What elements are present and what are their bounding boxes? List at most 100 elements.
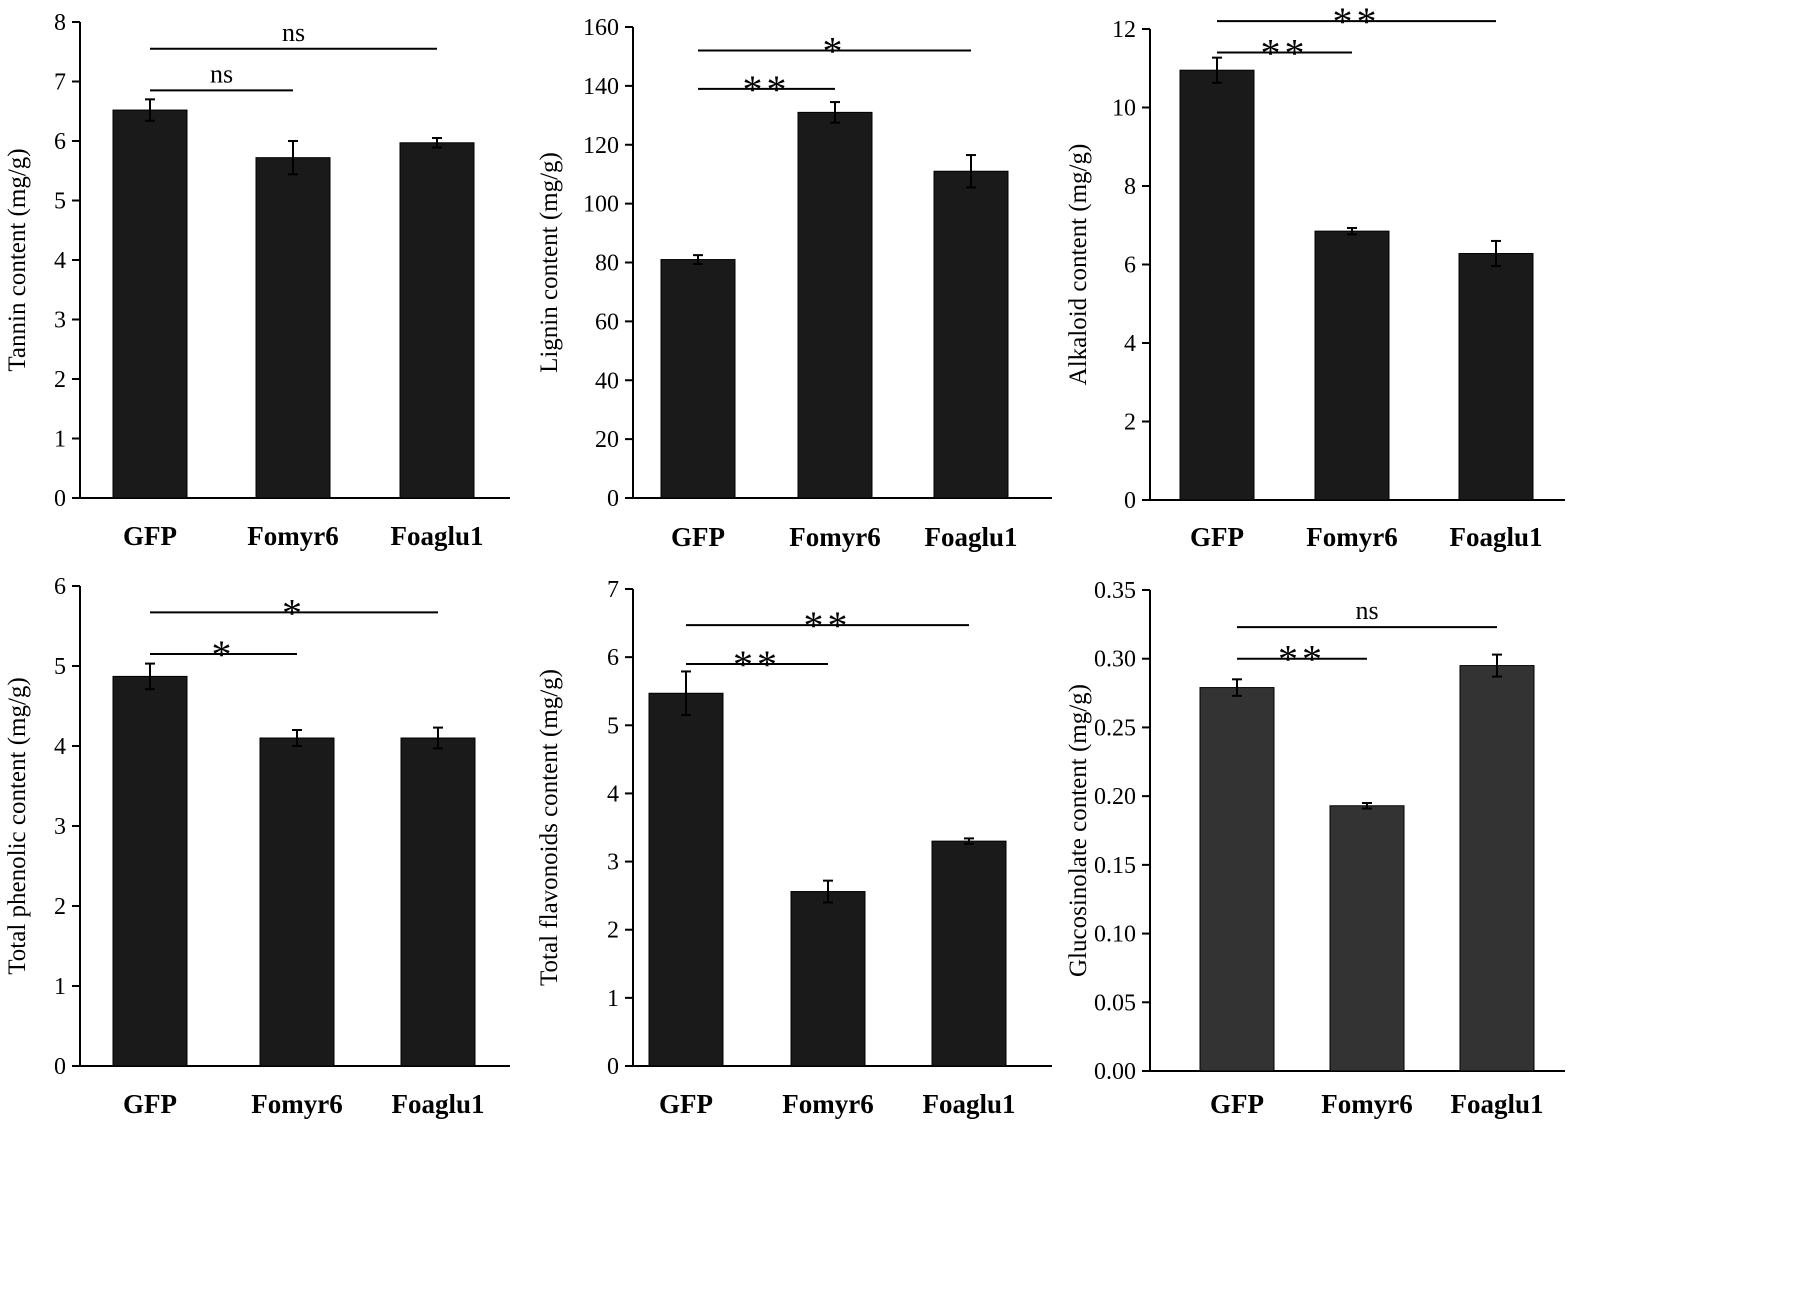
significance-label: ns [1355, 596, 1378, 625]
bar-gfp [1179, 69, 1255, 501]
category-label: Fomyr6 [782, 1089, 873, 1119]
y-tick-label: 7 [54, 70, 66, 96]
category-label: Fomyr6 [1321, 1089, 1412, 1119]
bar-gfp [1199, 687, 1275, 1072]
bar-foaglu1 [1458, 253, 1534, 501]
y-tick-label: 2 [1124, 410, 1136, 436]
y-tick-label: 6 [54, 129, 66, 155]
chart-panel-3: 0 2 4 6 8 10 12 Alkaloid content (mg/g) GFP Fomyr… [1065, 0, 1565, 552]
chart-panel-2: 0 20 40 60 80 100 120 140 160 Lignin content (mg/… [536, 15, 1052, 552]
y-axis-title: Total phenolic content (mg/g) [4, 677, 31, 974]
chart-panel-5: 0 1 2 3 4 5 6 7 Total flavonoids content (mg/g) G… [536, 577, 1052, 1119]
bar-foaglu1 [400, 737, 476, 1067]
y-axis-title: Total flavonoids content (mg/g) [536, 669, 563, 986]
y-tick-label: 6 [607, 645, 619, 671]
y-tick-label: 60 [595, 309, 619, 335]
y-axis-title: Alkaloid content (mg/g) [1065, 144, 1092, 386]
category-label: GFP [123, 521, 177, 551]
category-label: GFP [1210, 1089, 1264, 1119]
bar-fomyr6 [790, 891, 866, 1067]
y-tick-label: 140 [583, 74, 619, 100]
bar-gfp [112, 675, 188, 1067]
y-tick-label: 0 [54, 486, 66, 512]
y-tick-label: 4 [54, 248, 66, 274]
significance-label: ** [1261, 31, 1309, 76]
y-tick-label: 4 [607, 781, 619, 807]
y-tick-label: 7 [607, 577, 619, 603]
y-tick-label: 12 [1112, 17, 1136, 43]
significance-label: ** [1278, 637, 1326, 682]
significance-label: * [282, 590, 306, 635]
bar-foaglu1 [1459, 665, 1535, 1072]
y-tick-label: 0.10 [1094, 922, 1136, 948]
y-tick-label: 120 [583, 133, 619, 159]
y-tick-label: 0 [1124, 488, 1136, 514]
bar-fomyr6 [255, 157, 331, 499]
category-label: Foaglu1 [391, 1089, 484, 1119]
y-tick-label: 0 [607, 486, 619, 512]
y-tick-label: 6 [1124, 253, 1136, 279]
y-tick-label: 6 [54, 574, 66, 600]
y-tick-label: 0.15 [1094, 853, 1136, 879]
category-label: GFP [123, 1089, 177, 1119]
significance-label: ** [743, 67, 791, 112]
y-tick-label: 100 [583, 192, 619, 218]
y-tick-label: 5 [607, 713, 619, 739]
y-tick-label: 4 [1124, 331, 1136, 357]
bar-gfp [648, 692, 724, 1067]
y-tick-label: 0.00 [1094, 1059, 1136, 1085]
y-tick-label: 5 [54, 189, 66, 215]
y-axis-title: Glucosinolate content (mg/g) [1065, 684, 1092, 977]
y-tick-label: 0 [54, 1054, 66, 1080]
y-tick-label: 80 [595, 251, 619, 277]
y-tick-label: 1 [54, 427, 66, 453]
category-label: Foaglu1 [390, 521, 483, 551]
category-label: GFP [1190, 522, 1244, 552]
y-tick-label: 2 [54, 367, 66, 393]
y-axis-title: Tannin content (mg/g) [4, 148, 31, 371]
bar-fomyr6 [797, 111, 873, 499]
category-label: GFP [659, 1089, 713, 1119]
bar-foaglu1 [931, 840, 1007, 1067]
significance-label: ** [1333, 0, 1381, 44]
bar-fomyr6 [1314, 230, 1390, 501]
chart-panel-6: 0.00 0.05 0.10 0.15 0.20 0.25 0.30 0.35 Glucosin… [1065, 578, 1565, 1119]
category-label: Fomyr6 [1306, 522, 1397, 552]
category-label: Foaglu1 [924, 522, 1017, 552]
category-label: Foaglu1 [922, 1089, 1015, 1119]
y-tick-label: 0.35 [1094, 578, 1136, 604]
significance-label: * [212, 632, 236, 677]
y-tick-label: 5 [54, 654, 66, 680]
y-tick-label: 1 [54, 974, 66, 1000]
category-label: Fomyr6 [251, 1089, 342, 1119]
bar-gfp [112, 109, 188, 499]
y-tick-label: 2 [607, 918, 619, 944]
bar-gfp [660, 259, 736, 499]
y-tick-label: 0.25 [1094, 715, 1136, 741]
y-tick-label: 3 [54, 814, 66, 840]
chart-panel-4: 0 1 2 3 4 5 6 Total phenolic content (mg/g) GFP F… [4, 574, 510, 1119]
y-tick-label: 8 [1124, 174, 1136, 200]
bar-fomyr6 [1329, 805, 1405, 1072]
y-tick-label: 20 [595, 427, 619, 453]
category-label: Fomyr6 [247, 521, 338, 551]
y-tick-label: 160 [583, 15, 619, 41]
significance-label: ns [210, 59, 233, 88]
significance-label: ** [733, 642, 781, 687]
y-tick-label: 0 [607, 1054, 619, 1080]
category-label: GFP [671, 522, 725, 552]
y-tick-label: 2 [54, 894, 66, 920]
significance-label: * [823, 29, 847, 74]
bar-foaglu1 [399, 142, 475, 499]
y-tick-label: 3 [54, 308, 66, 334]
y-tick-label: 4 [54, 734, 66, 760]
y-tick-label: 0.30 [1094, 647, 1136, 673]
y-tick-label: 3 [607, 850, 619, 876]
bar-foaglu1 [933, 170, 1009, 499]
category-label: Fomyr6 [789, 522, 880, 552]
category-label: Foaglu1 [1450, 1089, 1543, 1119]
y-tick-label: 8 [54, 10, 66, 36]
significance-label: ns [282, 18, 305, 47]
y-tick-label: 40 [595, 368, 619, 394]
